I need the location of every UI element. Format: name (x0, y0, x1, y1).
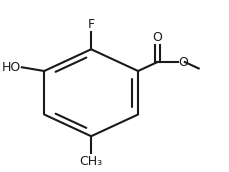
Text: O: O (153, 31, 162, 44)
Text: HO: HO (2, 61, 21, 74)
Text: O: O (178, 56, 188, 69)
Text: F: F (87, 18, 95, 31)
Text: CH₃: CH₃ (80, 155, 103, 168)
